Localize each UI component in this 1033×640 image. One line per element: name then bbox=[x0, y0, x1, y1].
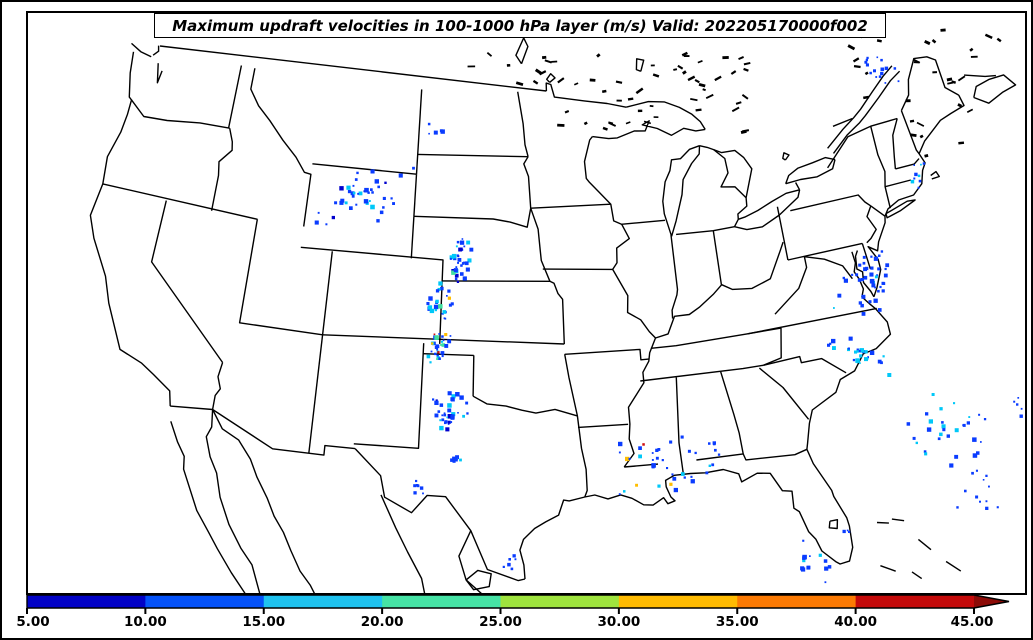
cluster-mississippi-alabama bbox=[708, 441, 721, 467]
colorbar-segment bbox=[855, 595, 975, 608]
cluster-montana-wyoming bbox=[314, 166, 415, 226]
cluster-south-texas bbox=[502, 554, 517, 571]
colorbar-label-45.00: 45.00 bbox=[950, 614, 994, 630]
colorbar-label-5.00: 5.00 bbox=[16, 614, 50, 630]
colorbar-segment bbox=[27, 595, 146, 608]
cluster-dakotas bbox=[427, 122, 445, 135]
updraft-speckles bbox=[314, 56, 1023, 584]
map-title: Maximum updraft velocities in 100-1000 h… bbox=[172, 16, 868, 35]
map-title-box: Maximum updraft velocities in 100-1000 h… bbox=[154, 13, 886, 38]
cluster-texas-spot bbox=[450, 455, 462, 463]
cluster-colorado-band-south bbox=[426, 333, 452, 364]
colorbar-label-30.00: 30.00 bbox=[597, 614, 641, 630]
cluster-colorado-band-north bbox=[449, 238, 474, 283]
cluster-new-york-coast bbox=[910, 162, 926, 189]
cluster-se-atlantic bbox=[906, 393, 987, 468]
colorbar-label-15.00: 15.00 bbox=[242, 614, 286, 630]
cluster-florida-south bbox=[800, 539, 832, 584]
cluster-right-edge bbox=[1013, 397, 1023, 418]
canada-lakes-dashes bbox=[467, 24, 1002, 158]
colorbar-segment bbox=[500, 595, 620, 608]
cluster-florida-tiny bbox=[842, 529, 851, 534]
cluster-east-coast-offshore bbox=[833, 250, 890, 316]
colorbar-label-40.00: 40.00 bbox=[834, 614, 877, 630]
colorbar-label-35.00: 35.00 bbox=[715, 614, 759, 630]
colorbar-segment bbox=[737, 595, 857, 608]
map-frame bbox=[26, 11, 1027, 595]
cluster-nc-coast bbox=[827, 336, 892, 377]
colorbar bbox=[26, 594, 1010, 614]
geography-lines bbox=[89, 37, 1017, 594]
colorbar-label-10.00: 10.00 bbox=[124, 614, 167, 630]
colorbar-segment bbox=[382, 595, 501, 608]
cluster-bahamas-gulf bbox=[956, 469, 999, 510]
colorbar-label-25.00: 25.00 bbox=[479, 614, 522, 630]
cluster-west-texas bbox=[413, 479, 424, 495]
colorbar-segment bbox=[145, 595, 265, 608]
cluster-new-mexico-texas bbox=[432, 391, 469, 432]
colorbar-segment bbox=[618, 595, 738, 608]
colorbar-arrow bbox=[974, 595, 1009, 608]
cluster-louisiana bbox=[618, 435, 711, 496]
cluster-st-lawrence bbox=[864, 56, 900, 84]
colorbar-label-20.00: 20.00 bbox=[360, 614, 404, 630]
colorbar-segment bbox=[263, 595, 383, 608]
cluster-colorado-band-mid bbox=[426, 281, 454, 320]
